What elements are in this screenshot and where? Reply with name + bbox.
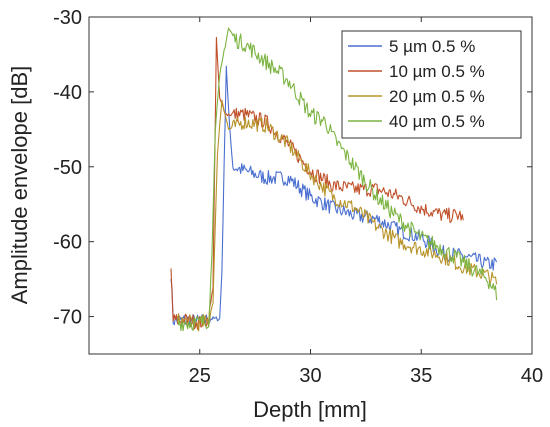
series-layer bbox=[170, 27, 498, 332]
legend: 5 µm 0.5 % 10 µm 0.5 % 20 µm 0.5 % 40 µm 0.… bbox=[341, 30, 522, 139]
legend-box bbox=[341, 30, 522, 139]
y-tick-label: -70 bbox=[53, 307, 82, 329]
y-axis-label: Amplitude envelope [dB] bbox=[7, 66, 32, 305]
legend-label: 5 µm 0.5 % bbox=[389, 37, 475, 56]
y-tick-label: -30 bbox=[53, 7, 82, 29]
legend-label: 40 µm 0.5 % bbox=[389, 112, 485, 131]
x-tick-label: 35 bbox=[410, 365, 432, 387]
x-tick-label: 25 bbox=[189, 365, 211, 387]
ticks-layer: 25 30 35 40 -30 -40 -50 -60 -70 bbox=[53, 7, 543, 387]
x-tick-label: 40 bbox=[521, 365, 543, 387]
y-tick-label: -40 bbox=[53, 82, 82, 104]
legend-label: 20 µm 0.5 % bbox=[389, 87, 485, 106]
y-tick-label: -60 bbox=[53, 232, 82, 254]
series-line-2 bbox=[170, 36, 464, 330]
series-line-4 bbox=[177, 27, 498, 332]
x-tick-label: 30 bbox=[299, 365, 321, 387]
y-tick-label: -50 bbox=[53, 157, 82, 179]
x-axis-label: Depth [mm] bbox=[253, 397, 367, 422]
legend-label: 10 µm 0.5 % bbox=[389, 62, 485, 81]
